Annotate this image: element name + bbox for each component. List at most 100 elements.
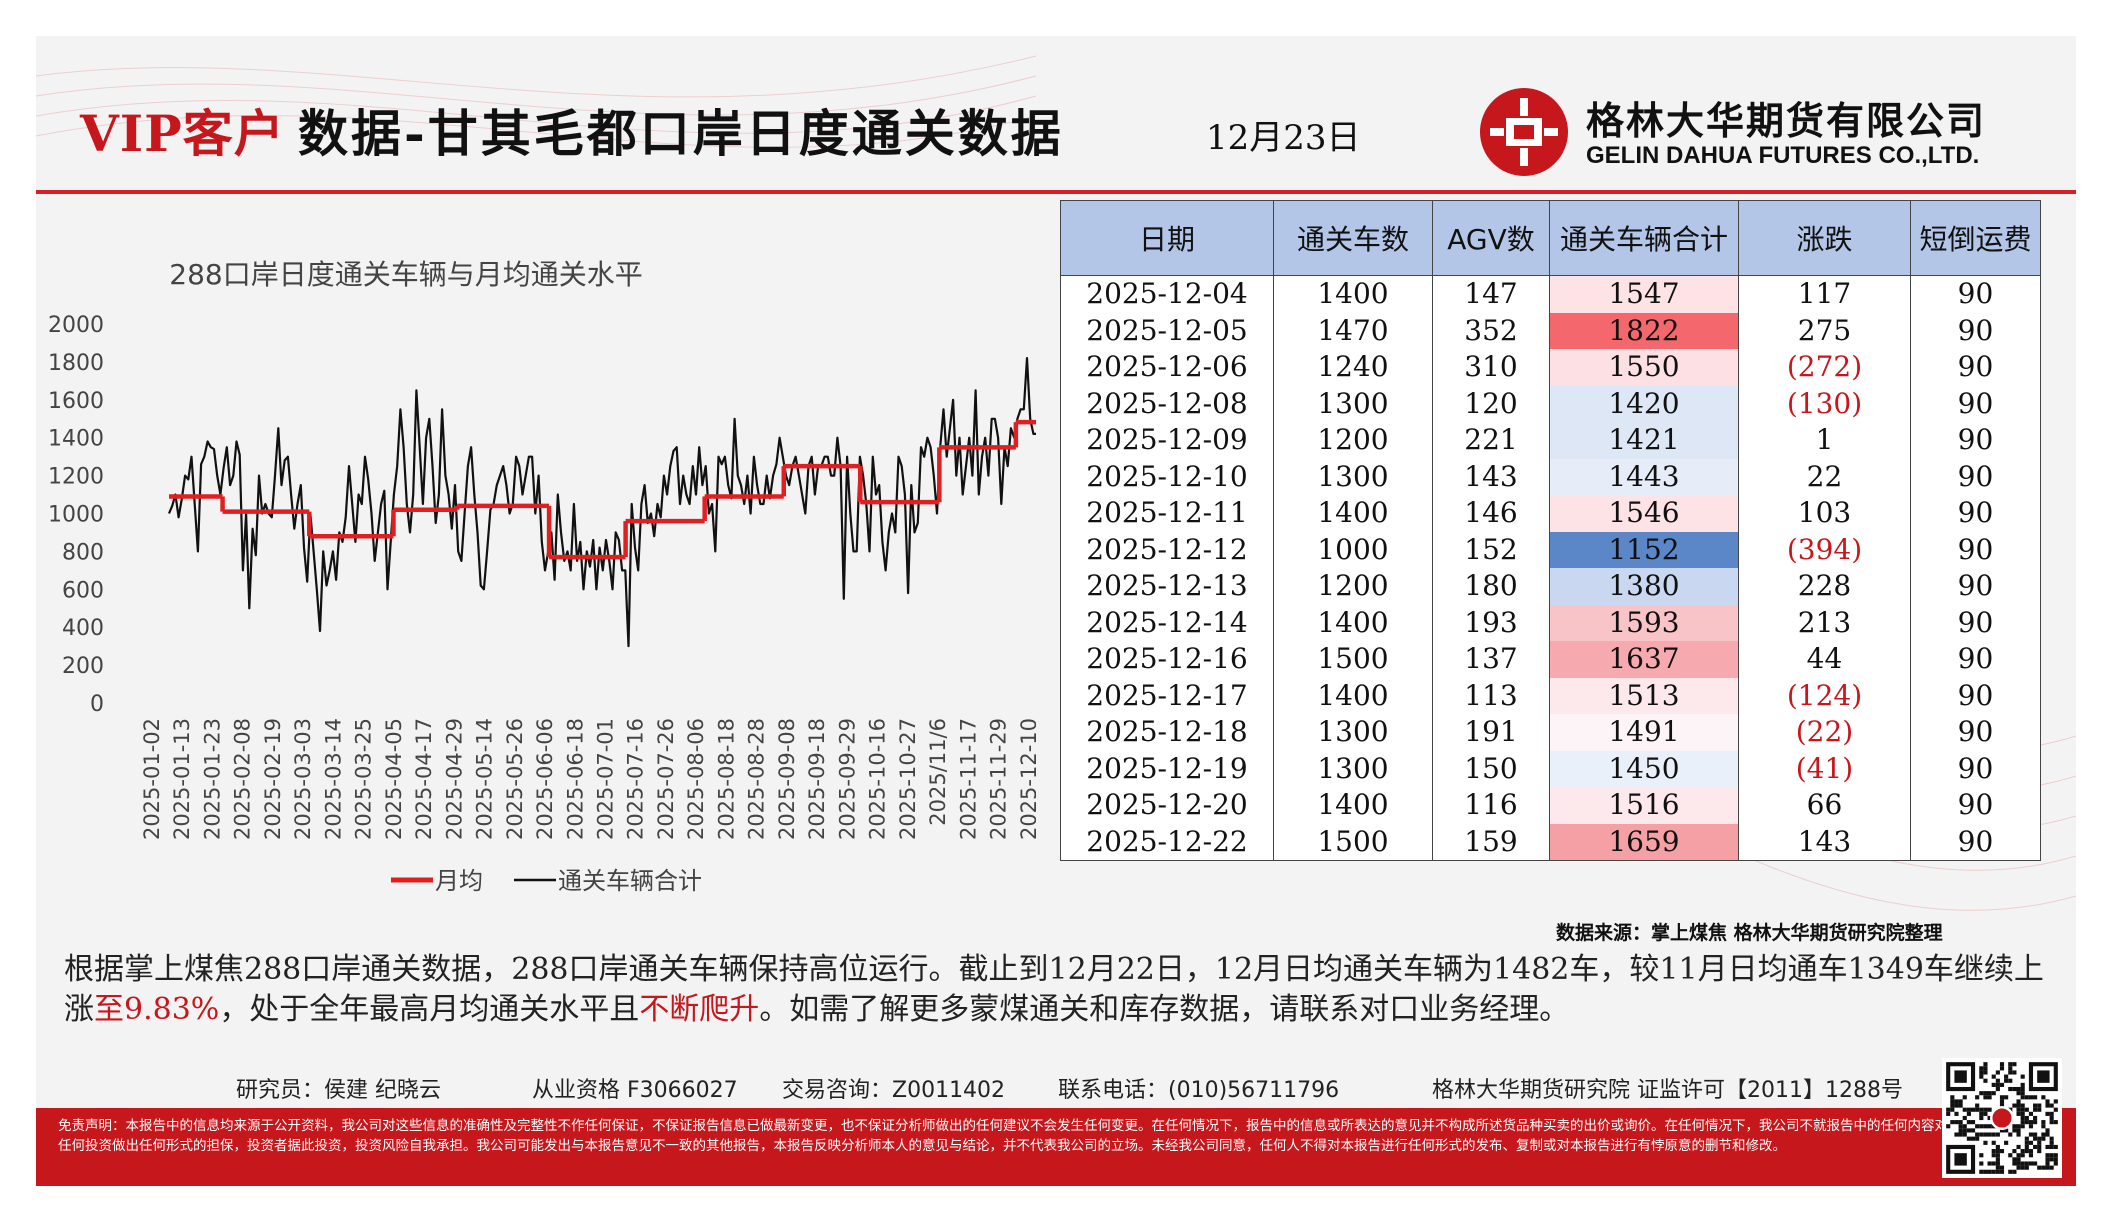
table-row: 2025-12-09 1200 221 1421 1 90	[1060, 422, 2041, 459]
y-tick-label: 600	[62, 578, 104, 603]
table-row: 2025-12-05 1470 352 1822 275 90	[1060, 312, 2041, 349]
y-tick-label: 2000	[48, 313, 104, 338]
company-logo-icon	[1480, 88, 1568, 176]
cell-agv: 310	[1432, 349, 1550, 386]
cell-freight: 90	[1910, 385, 2041, 422]
cell-total: 1593	[1549, 604, 1739, 641]
cell-freight: 90	[1910, 275, 2041, 313]
x-tick-label: 2025-03-03	[291, 718, 315, 840]
cell-freight: 90	[1910, 349, 2041, 386]
table-row: 2025-12-16 1500 137 1637 44 90	[1060, 641, 2041, 678]
cell-change: (41)	[1738, 750, 1911, 787]
table-row: 2025-12-04 1400 147 1547 117 90	[1060, 275, 2041, 313]
cell-date: 2025-12-19	[1060, 750, 1274, 787]
cell-freight: 90	[1910, 641, 2041, 678]
y-tick-label: 1400	[48, 427, 104, 452]
cell-cars: 1500	[1273, 823, 1433, 861]
cell-agv: 159	[1432, 823, 1550, 861]
column-header-change: 涨跌	[1738, 200, 1911, 276]
summary-highlight-rising: 不断爬升	[639, 992, 760, 1027]
cell-total: 1491	[1549, 714, 1739, 751]
qr-code-icon	[1942, 1058, 2062, 1178]
cell-agv: 147	[1432, 275, 1550, 313]
disclaimer-text: 免责声明：本报告中的信息均来源于公开资料，我公司对这些信息的准确性及完整性不作任…	[58, 1118, 1948, 1154]
cell-cars: 1400	[1273, 677, 1433, 714]
cell-change: 117	[1738, 275, 1911, 313]
x-tick-label: 2025-06-18	[563, 718, 587, 840]
column-header-freight: 短倒运费	[1910, 200, 2041, 276]
table-row: 2025-12-18 1300 191 1491 (22) 90	[1060, 714, 2041, 751]
cell-freight: 90	[1910, 677, 2041, 714]
cell-date: 2025-12-13	[1060, 568, 1274, 605]
cell-date: 2025-12-12	[1060, 531, 1274, 568]
cell-change: 22	[1738, 458, 1911, 495]
x-tick-label: 2025/11/6	[926, 718, 950, 826]
cell-total: 1550	[1549, 349, 1739, 386]
cell-agv: 221	[1432, 422, 1550, 459]
line-chart: 288口岸日度通关车辆与月均通关水平 0 200 400 600 800 1000 1200…	[48, 258, 1036, 895]
cell-change: (272)	[1738, 349, 1911, 386]
table-row: 2025-12-20 1400 116 1516 66 90	[1060, 787, 2041, 824]
y-tick-label: 1600	[48, 389, 104, 414]
cell-agv: 193	[1432, 604, 1550, 641]
cell-total: 1513	[1549, 677, 1739, 714]
clearance-data-table: 日期 通关车数 AGV数 通关车辆合计 涨跌 短倒运费 2025-12-04 14…	[1060, 200, 2041, 861]
cell-total: 1421	[1549, 422, 1739, 459]
cell-freight: 90	[1910, 458, 2041, 495]
summary-highlight-growth: 至9.83%	[94, 992, 220, 1027]
cell-total: 1152	[1549, 531, 1739, 568]
cell-cars: 1300	[1273, 750, 1433, 787]
summary-text: 。如需了解更多蒙煤通关和库存数据，请联系对口业务经理。	[759, 992, 1570, 1027]
x-tick-label: 2025-01-23	[200, 718, 224, 840]
cell-date: 2025-12-14	[1060, 604, 1274, 641]
x-tick-label: 2025-08-06	[684, 718, 708, 840]
cell-date: 2025-12-18	[1060, 714, 1274, 751]
x-tick-label: 2025-07-26	[654, 718, 678, 840]
table-header-row: 日期 通关车数 AGV数 通关车辆合计 涨跌 短倒运费	[1060, 200, 2041, 276]
x-tick-label: 2025-07-16	[624, 718, 648, 840]
cell-freight: 90	[1910, 312, 2041, 349]
qualification-number: 从业资格 F3066027	[532, 1078, 738, 1103]
cell-cars: 1200	[1273, 568, 1433, 605]
cell-agv: 352	[1432, 312, 1550, 349]
cell-freight: 90	[1910, 495, 2041, 532]
cell-date: 2025-12-20	[1060, 787, 1274, 824]
cell-cars: 1200	[1273, 422, 1433, 459]
x-tick-label: 2025-04-29	[442, 718, 466, 840]
x-tick-label: 2025-11-29	[987, 718, 1011, 840]
cell-cars: 1400	[1273, 495, 1433, 532]
cell-total: 1380	[1549, 568, 1739, 605]
column-header-date: 日期	[1060, 200, 1274, 276]
cell-date: 2025-12-10	[1060, 458, 1274, 495]
cell-total: 1420	[1549, 385, 1739, 422]
x-tick-label: 2025-06-06	[533, 718, 557, 840]
cell-freight: 90	[1910, 531, 2041, 568]
x-tick-label: 2025-01-02	[140, 718, 164, 840]
trading-consult-number: 交易咨询：Z0011402	[782, 1078, 1006, 1103]
cell-total: 1443	[1549, 458, 1739, 495]
cell-agv: 113	[1432, 677, 1550, 714]
cell-change: 275	[1738, 312, 1911, 349]
report-card: VIP客户 数据-甘其毛都口岸日度通关数据 12月23日 格林大华期货有限公司 …	[36, 36, 2076, 1186]
cell-freight: 90	[1910, 787, 2041, 824]
cell-agv: 152	[1432, 531, 1550, 568]
cell-date: 2025-12-11	[1060, 495, 1274, 532]
x-tick-label: 2025-11-17	[956, 718, 980, 840]
table-row: 2025-12-14 1400 193 1593 213 90	[1060, 604, 2041, 641]
cell-cars: 1470	[1273, 312, 1433, 349]
legend-label-monthly: 月均	[435, 867, 483, 895]
cell-cars: 1500	[1273, 641, 1433, 678]
researchers: 研究员：侯建 纪晓云	[236, 1078, 441, 1103]
cell-date: 2025-12-08	[1060, 385, 1274, 422]
cell-change: 44	[1738, 641, 1911, 678]
cell-agv: 150	[1432, 750, 1550, 787]
cell-date: 2025-12-06	[1060, 349, 1274, 386]
chart-legend: 月均 通关车辆合计	[391, 867, 702, 895]
cell-total: 1637	[1549, 641, 1739, 678]
column-header-total: 通关车辆合计	[1549, 200, 1739, 276]
cell-change: (394)	[1738, 531, 1911, 568]
cell-change: 228	[1738, 568, 1911, 605]
cell-freight: 90	[1910, 604, 2041, 641]
cell-cars: 1300	[1273, 385, 1433, 422]
y-tick-label: 1000	[48, 503, 104, 528]
